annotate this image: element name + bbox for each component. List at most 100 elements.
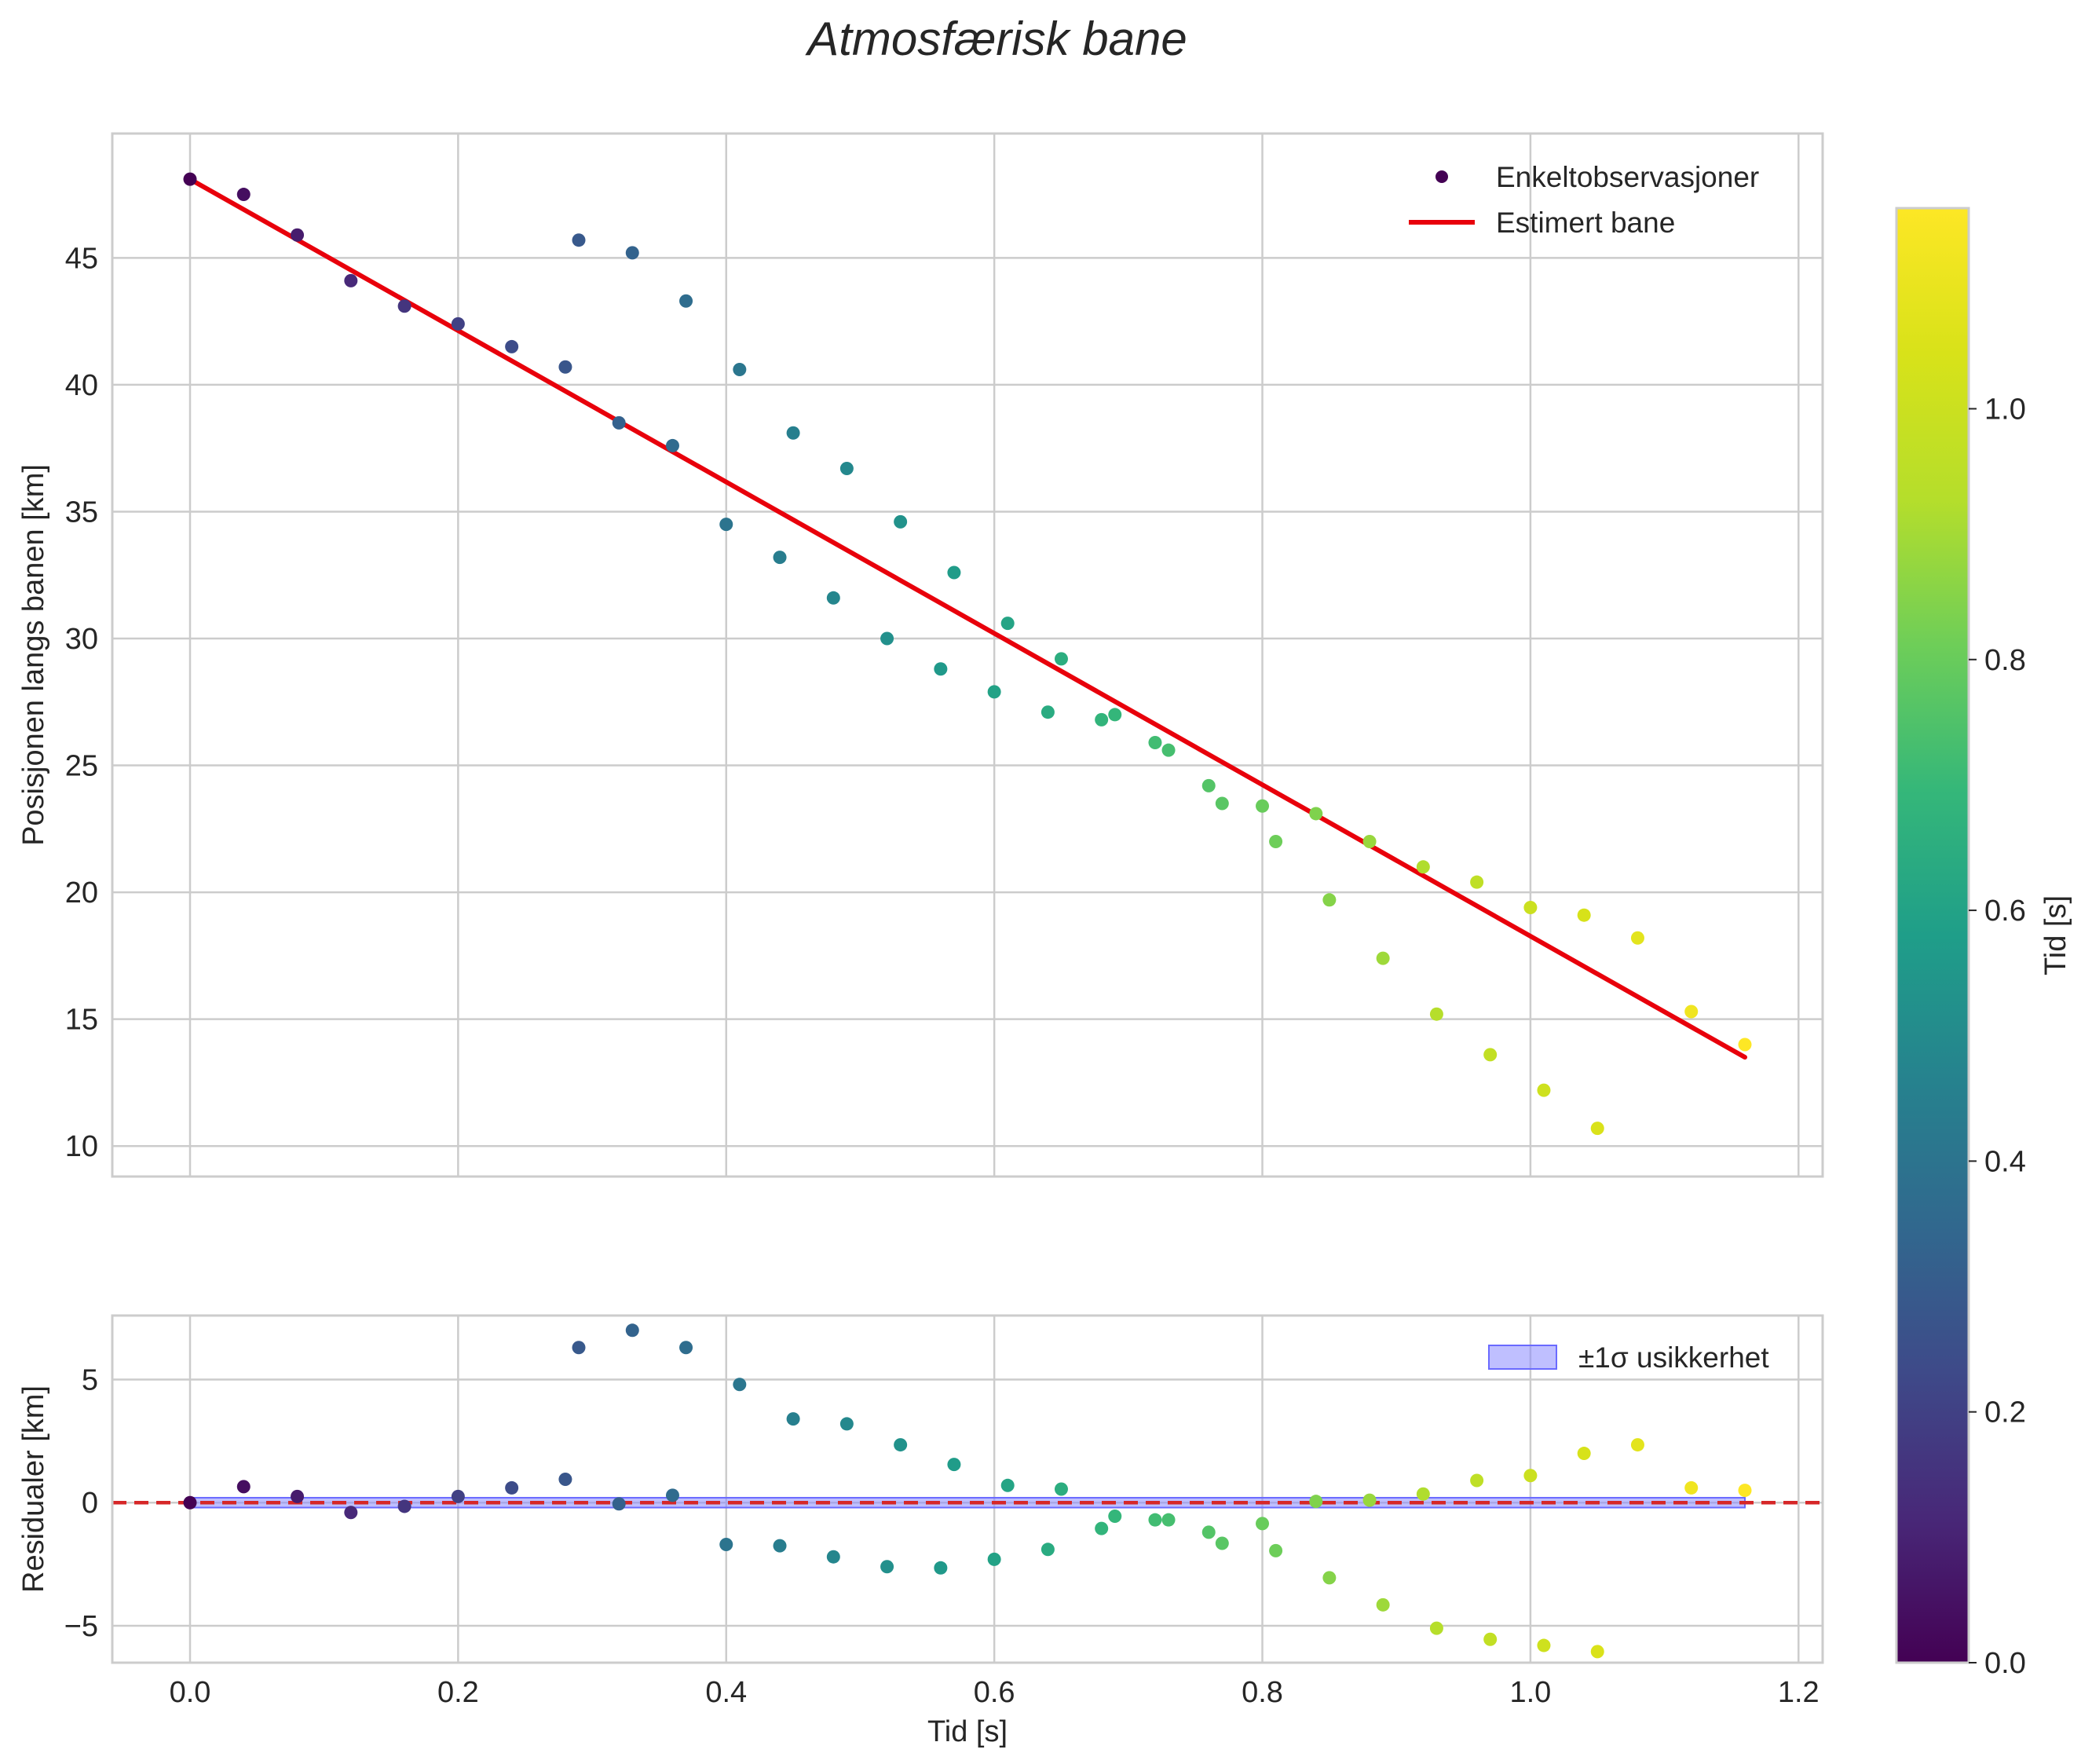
colorbar: 0.0 0.2 0.4 0.6 0.8 1.0 Tid [s] — [1895, 207, 2072, 1680]
legend-scatter-marker — [1435, 170, 1448, 183]
residual-point — [1309, 1495, 1323, 1509]
observation-point — [397, 299, 411, 313]
observation-point — [1684, 1005, 1699, 1019]
residual-point — [987, 1552, 1001, 1566]
x-axis-label: Tid [s] — [927, 1715, 1008, 1748]
observation-point — [894, 514, 908, 529]
chart-title: Atmosfærisk bane — [805, 13, 1187, 65]
observation-point — [1577, 908, 1591, 922]
residual-point — [1000, 1478, 1015, 1492]
observation-point — [1256, 799, 1270, 813]
colorbar-tick-label: 0.8 — [1984, 644, 2026, 677]
main-y-tick-label: 40 — [65, 369, 98, 402]
observation-point — [625, 246, 639, 260]
residual-point — [839, 1417, 854, 1431]
residual-point — [1322, 1571, 1337, 1585]
residual-point — [1040, 1543, 1055, 1557]
residual-point — [1684, 1480, 1699, 1495]
residual-point — [934, 1561, 948, 1575]
observation-point — [1470, 875, 1484, 889]
residual-point — [1054, 1482, 1068, 1496]
observation-point — [1215, 796, 1229, 811]
main-tick-labels: 10 15 20 25 30 35 40 45 — [65, 242, 98, 1163]
observation-point — [1322, 893, 1337, 907]
residual-y-axis-label: Residualer [km] — [17, 1385, 50, 1593]
observation-point — [1095, 712, 1109, 726]
observation-point — [773, 551, 787, 565]
residual-point — [880, 1560, 894, 1574]
legend-label-observations: Enkeltobservasjoner — [1496, 161, 1759, 193]
x-tick-label: 0.6 — [974, 1676, 1015, 1709]
observation-point — [558, 360, 572, 374]
residual-point — [236, 1480, 251, 1494]
legend-label-fit: Estimert bane — [1496, 207, 1675, 239]
residual-point — [1590, 1645, 1604, 1659]
main-y-tick-label: 15 — [65, 1004, 98, 1037]
observation-point — [1054, 652, 1068, 666]
observation-point — [344, 273, 358, 287]
x-tick-label: 0.8 — [1242, 1676, 1283, 1709]
residual-point — [1362, 1493, 1377, 1507]
residual-point — [1416, 1487, 1430, 1501]
observation-point — [934, 662, 948, 676]
residual-legend: ±1σ usikkerhet — [1488, 1341, 1769, 1374]
observation-point — [572, 233, 586, 247]
observation-point — [1483, 1048, 1498, 1062]
observation-point — [1040, 705, 1055, 719]
residual-tick-labels: 0.0 0.2 0.4 0.6 0.8 1.0 1.2 −5 0 5 — [64, 1364, 1820, 1709]
colorbar-tick-label: 0.0 — [1984, 1647, 2026, 1680]
main-y-tick-label: 45 — [65, 242, 98, 275]
x-tick-label: 1.0 — [1509, 1676, 1551, 1709]
residual-point — [1738, 1484, 1752, 1498]
observation-point — [1269, 834, 1283, 848]
colorbar-tick-labels: 0.0 0.2 0.4 0.6 0.8 1.0 — [1969, 393, 2026, 1680]
residual-point — [397, 1499, 411, 1513]
observation-point — [291, 228, 305, 242]
residual-y-tick-label: 0 — [82, 1487, 98, 1520]
residual-point — [665, 1488, 679, 1502]
observation-point — [505, 339, 519, 353]
residual-point — [1523, 1469, 1538, 1483]
observation-point — [786, 426, 800, 440]
residual-point — [733, 1378, 747, 1392]
residual-point — [1537, 1638, 1551, 1652]
main-y-tick-label: 35 — [65, 496, 98, 529]
colorbar-tick-label: 0.4 — [1984, 1145, 2026, 1178]
main-plot-frame — [111, 132, 1824, 1178]
observation-point — [1738, 1038, 1752, 1052]
main-y-axis-label: Posisjonen langs banen [km] — [17, 464, 50, 846]
main-plot: 10 15 20 25 30 35 40 45 Posisjonen langs banen … — [17, 132, 1824, 1178]
observation-point — [733, 362, 747, 376]
residual-point — [1470, 1473, 1484, 1488]
observation-point — [880, 631, 894, 646]
residual-point — [505, 1480, 519, 1495]
residual-point — [786, 1412, 800, 1426]
residual-point — [1108, 1509, 1122, 1523]
observation-point — [665, 438, 679, 452]
observation-point — [1590, 1122, 1604, 1136]
residual-point — [1269, 1543, 1283, 1557]
legend-label-band: ±1σ usikkerhet — [1578, 1341, 1769, 1374]
residual-point — [1376, 1597, 1390, 1612]
observation-point — [612, 415, 626, 430]
observation-point — [719, 518, 733, 532]
residual-point — [344, 1506, 358, 1520]
residual-point — [1148, 1513, 1162, 1527]
main-grid — [112, 134, 1823, 1177]
residual-point — [183, 1495, 197, 1510]
residual-point — [1256, 1517, 1270, 1531]
residual-point — [625, 1323, 639, 1338]
residual-point — [826, 1550, 840, 1564]
residual-point — [1429, 1621, 1443, 1635]
observation-point — [1416, 860, 1430, 874]
residual-y-tick-label: −5 — [64, 1610, 98, 1643]
main-y-tick-label: 25 — [65, 750, 98, 783]
main-y-tick-label: 10 — [65, 1130, 98, 1163]
observation-point — [826, 591, 840, 605]
main-legend: Enkeltobservasjoner Estimert bane — [1409, 161, 1759, 239]
observation-point — [1376, 951, 1390, 965]
colorbar-tick-label: 0.6 — [1984, 895, 2026, 928]
residual-point — [558, 1472, 572, 1486]
residual-point — [572, 1341, 586, 1355]
